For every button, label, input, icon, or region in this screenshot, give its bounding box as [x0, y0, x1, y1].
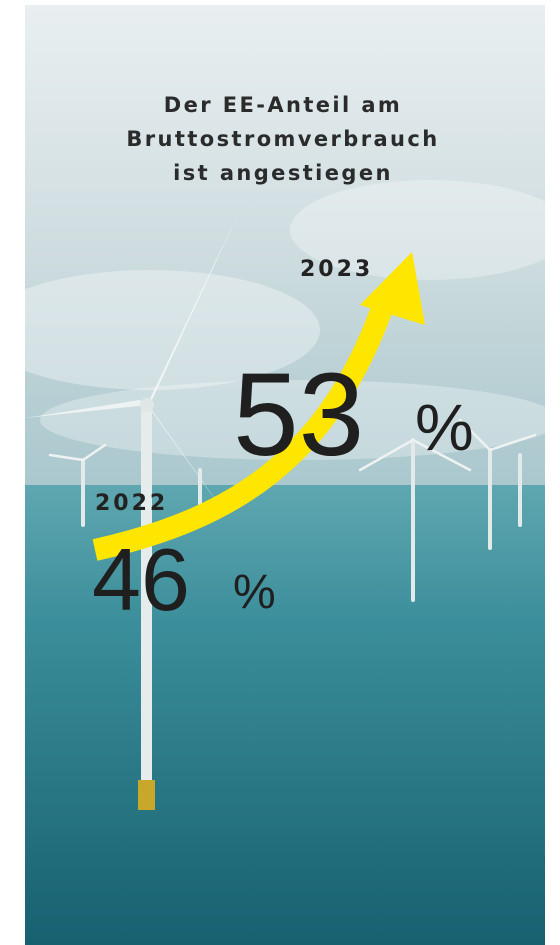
- title-line: Der EE-Anteil am: [164, 93, 402, 117]
- value-number: 53: [233, 349, 364, 481]
- title: Der EE-Anteil am Bruttostromverbrauch is…: [126, 93, 439, 185]
- value-unit: %: [415, 390, 474, 464]
- title-line: ist angestiegen: [173, 161, 393, 185]
- year-label: 2023: [300, 257, 373, 282]
- title-line: Bruttostromverbrauch: [126, 127, 439, 151]
- year-label: 2022: [95, 491, 168, 516]
- value-unit: %: [233, 566, 276, 619]
- value-number: 46: [92, 530, 190, 629]
- infographic: Der EE-Anteil am Bruttostromverbrauch is…: [0, 0, 560, 945]
- page: {"title_lines": ["Der EE-Anteil am", "Br…: [0, 0, 560, 945]
